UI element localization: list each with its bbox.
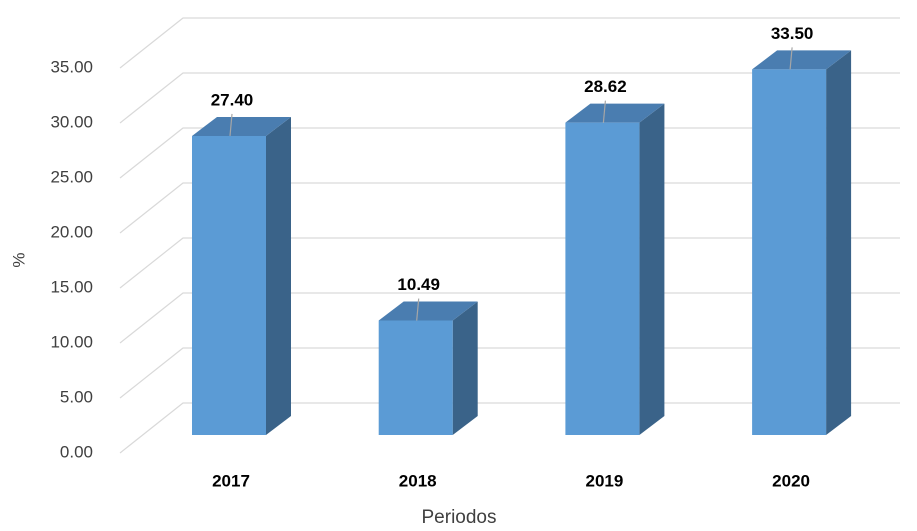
y-tick-label: 0.00	[60, 442, 93, 461]
label-leader	[789, 47, 793, 70]
y-tick-label: 5.00	[60, 387, 93, 406]
data-label: 33.50	[771, 24, 814, 43]
bar	[192, 116, 291, 435]
bar-top	[752, 50, 852, 70]
bar-top	[192, 116, 291, 136]
y-axis-title: %	[9, 252, 28, 267]
bar-top	[565, 103, 665, 123]
data-label: 28.62	[584, 77, 627, 96]
y-tick-label: 20.00	[50, 222, 93, 241]
data-label: 27.40	[211, 90, 254, 109]
y-tick-label: 10.00	[50, 332, 93, 351]
bar-front	[752, 69, 827, 435]
x-tick-label: 2017	[212, 471, 250, 490]
y-tick-label: 25.00	[50, 167, 93, 186]
bar-front	[192, 135, 266, 435]
bar-top	[378, 301, 478, 321]
bar-side	[639, 103, 665, 435]
bar-side	[452, 301, 478, 435]
bar-side	[266, 116, 291, 435]
grid-line	[119, 17, 900, 69]
x-tick-label: 2020	[772, 471, 810, 490]
y-tick-label: 30.00	[50, 112, 93, 131]
bar	[565, 103, 665, 435]
bar-front	[378, 320, 453, 435]
bar	[752, 50, 852, 435]
x-tick-label: 2018	[399, 471, 437, 490]
x-axis-title: Periodos	[422, 507, 497, 528]
bar	[378, 301, 478, 435]
y-tick-label: 35.00	[50, 57, 93, 76]
grid-line	[119, 72, 900, 124]
label-leader	[602, 100, 606, 123]
label-leader	[416, 298, 420, 321]
y-tick-label: 15.00	[50, 277, 93, 296]
label-leader	[229, 113, 233, 137]
data-label: 10.49	[397, 275, 440, 294]
x-tick-label: 2019	[585, 471, 623, 490]
bar-side	[826, 50, 852, 435]
bar-front	[565, 122, 640, 435]
